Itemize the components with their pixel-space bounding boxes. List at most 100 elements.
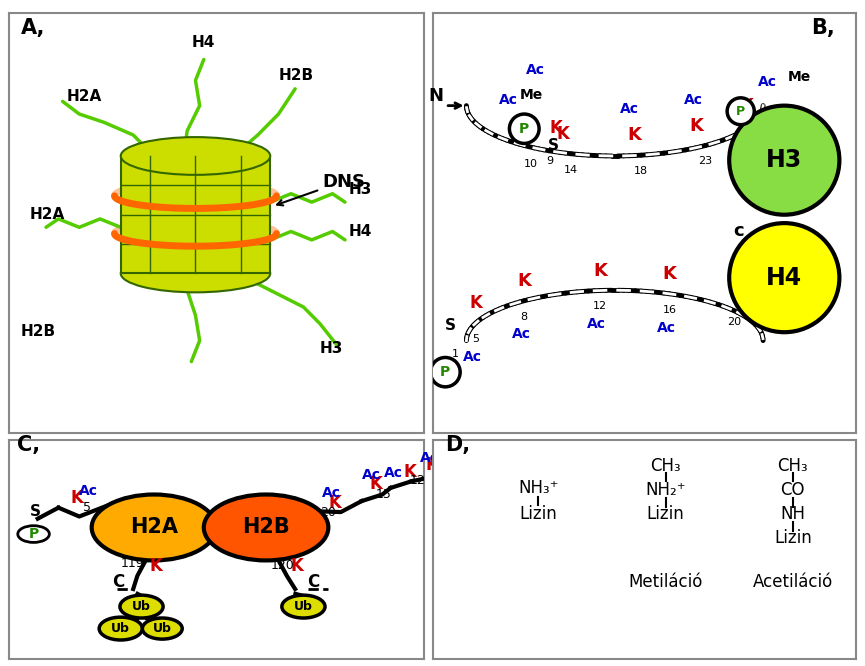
Text: 12: 12 <box>593 302 607 312</box>
Text: K: K <box>150 557 163 575</box>
Text: CH₃: CH₃ <box>650 457 681 475</box>
Text: P: P <box>519 122 529 136</box>
Text: P: P <box>440 365 451 379</box>
Text: H4: H4 <box>349 224 373 238</box>
Polygon shape <box>121 156 270 274</box>
Text: Ac: Ac <box>684 93 703 107</box>
Text: 5: 5 <box>436 462 445 476</box>
Text: K: K <box>628 127 642 145</box>
Text: CH₃: CH₃ <box>778 457 808 475</box>
Text: H3: H3 <box>320 341 343 356</box>
Text: B,: B, <box>811 18 836 39</box>
Text: K: K <box>549 119 562 137</box>
Text: C: C <box>112 573 125 591</box>
Text: Me: Me <box>520 89 543 103</box>
Text: Ac: Ac <box>322 486 341 500</box>
Circle shape <box>431 358 460 387</box>
Circle shape <box>120 595 163 618</box>
Text: Lizin: Lizin <box>647 505 684 523</box>
Text: 1: 1 <box>452 350 458 360</box>
Text: H2B: H2B <box>279 69 314 83</box>
Text: K: K <box>370 475 382 493</box>
Text: S: S <box>766 107 778 122</box>
Text: 20: 20 <box>727 318 741 328</box>
Circle shape <box>204 494 329 561</box>
Text: H3: H3 <box>766 148 803 172</box>
Text: Me: Me <box>788 71 811 85</box>
Text: DNS: DNS <box>322 173 365 191</box>
Text: 27: 27 <box>751 137 765 147</box>
Text: 18: 18 <box>634 166 648 176</box>
Text: Acetiláció: Acetiláció <box>753 573 833 591</box>
Circle shape <box>727 98 754 125</box>
Text: 119: 119 <box>121 557 144 570</box>
Text: Ac: Ac <box>527 63 545 77</box>
Text: P: P <box>736 105 746 118</box>
Text: C: C <box>308 573 320 591</box>
Text: S: S <box>29 504 41 519</box>
Text: K: K <box>517 272 531 290</box>
Text: K: K <box>690 117 704 135</box>
Text: Lizin: Lizin <box>520 505 557 523</box>
Text: H2A: H2A <box>130 517 178 537</box>
Text: 8: 8 <box>521 312 528 322</box>
Text: Ac: Ac <box>499 93 518 107</box>
Text: H2A: H2A <box>67 89 102 105</box>
Text: Lizin: Lizin <box>774 529 811 547</box>
Text: Ub: Ub <box>294 600 313 613</box>
Text: H2B: H2B <box>21 324 56 340</box>
Text: Ac: Ac <box>758 75 777 89</box>
Text: 10: 10 <box>523 159 538 168</box>
Text: Ac: Ac <box>362 468 381 482</box>
Text: Ac: Ac <box>420 450 439 465</box>
Text: 120: 120 <box>270 559 294 572</box>
Text: Ub: Ub <box>112 622 131 635</box>
Text: A,: A, <box>21 18 46 39</box>
Text: P: P <box>29 527 39 541</box>
Text: Ac: Ac <box>463 350 482 364</box>
Text: H3: H3 <box>349 182 373 196</box>
Text: 20: 20 <box>320 506 336 519</box>
Text: 5: 5 <box>472 334 479 344</box>
Text: K: K <box>291 557 304 575</box>
Text: Ac: Ac <box>80 484 99 498</box>
Text: K: K <box>403 463 416 481</box>
Text: 12: 12 <box>409 474 425 487</box>
Text: 28: 28 <box>750 127 764 137</box>
Circle shape <box>92 494 216 561</box>
Ellipse shape <box>121 254 270 292</box>
Text: K: K <box>663 265 676 283</box>
Text: D,: D, <box>445 434 471 455</box>
Circle shape <box>143 618 183 639</box>
Text: Me: Me <box>755 278 778 292</box>
Text: K: K <box>470 294 483 312</box>
Text: S: S <box>548 138 559 153</box>
Text: H4: H4 <box>191 35 215 50</box>
Text: 15: 15 <box>376 488 392 501</box>
Text: Ub: Ub <box>132 600 151 613</box>
Circle shape <box>729 223 839 332</box>
Text: Ac: Ac <box>657 320 676 334</box>
Text: 9: 9 <box>546 157 554 166</box>
Text: Ub: Ub <box>153 622 172 635</box>
Circle shape <box>729 106 839 214</box>
Text: Ac: Ac <box>620 102 639 116</box>
Text: K: K <box>593 262 607 280</box>
Circle shape <box>509 114 539 143</box>
Text: K: K <box>556 125 569 143</box>
Circle shape <box>99 617 143 640</box>
Text: K: K <box>732 280 745 298</box>
Text: H4: H4 <box>766 266 803 290</box>
Ellipse shape <box>121 137 270 175</box>
Circle shape <box>282 595 325 618</box>
Text: K: K <box>426 456 439 474</box>
Text: H2A: H2A <box>29 207 65 222</box>
Text: K: K <box>741 97 754 115</box>
Text: CO: CO <box>780 481 805 499</box>
Text: H2B: H2B <box>242 517 290 537</box>
Text: Ac: Ac <box>587 317 606 331</box>
Text: NH₂⁺: NH₂⁺ <box>645 481 686 499</box>
Text: C,: C, <box>17 434 40 455</box>
Text: NH: NH <box>780 505 805 523</box>
Text: 16: 16 <box>663 304 676 314</box>
